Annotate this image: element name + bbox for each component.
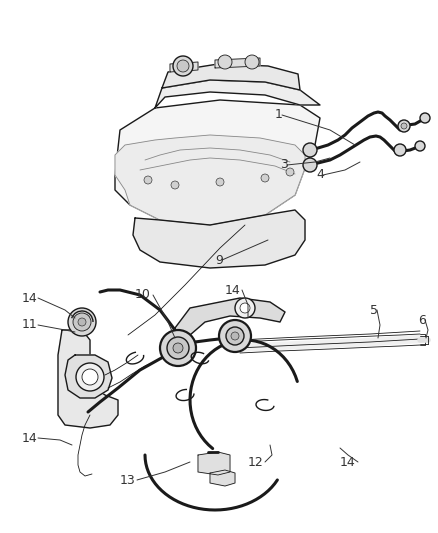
Circle shape [160, 330, 196, 366]
Circle shape [173, 343, 183, 353]
Circle shape [177, 60, 189, 72]
Text: 10: 10 [135, 288, 151, 302]
Text: 12: 12 [248, 456, 264, 469]
Circle shape [303, 158, 317, 172]
Circle shape [78, 318, 86, 326]
Text: 6: 6 [418, 313, 426, 327]
Text: 4: 4 [316, 168, 324, 182]
Polygon shape [215, 58, 260, 68]
Circle shape [144, 176, 152, 184]
Text: 14: 14 [22, 292, 38, 304]
Circle shape [171, 181, 179, 189]
Circle shape [394, 144, 406, 156]
Circle shape [226, 327, 244, 345]
Polygon shape [133, 210, 305, 268]
Text: 11: 11 [22, 319, 38, 332]
Circle shape [173, 56, 193, 76]
Circle shape [235, 298, 255, 318]
Circle shape [231, 332, 239, 340]
Text: 13: 13 [120, 473, 136, 487]
Polygon shape [175, 298, 285, 338]
Circle shape [73, 313, 91, 331]
Circle shape [76, 363, 104, 391]
Circle shape [82, 369, 98, 385]
Circle shape [218, 55, 232, 69]
Polygon shape [170, 62, 198, 72]
Text: 5: 5 [370, 303, 378, 317]
Circle shape [216, 178, 224, 186]
Text: 14: 14 [225, 284, 241, 296]
Text: 14: 14 [22, 432, 38, 445]
Circle shape [68, 308, 96, 336]
Circle shape [415, 141, 425, 151]
Circle shape [167, 337, 189, 359]
Circle shape [245, 55, 259, 69]
Polygon shape [115, 100, 320, 225]
Circle shape [219, 320, 251, 352]
Polygon shape [210, 470, 235, 486]
Polygon shape [115, 135, 305, 225]
Polygon shape [58, 330, 118, 428]
Circle shape [303, 143, 317, 157]
Circle shape [286, 168, 294, 176]
Circle shape [240, 303, 250, 313]
Polygon shape [198, 452, 230, 475]
Polygon shape [65, 355, 112, 398]
Polygon shape [162, 64, 300, 90]
Polygon shape [155, 80, 320, 108]
Text: 9: 9 [215, 254, 223, 266]
Circle shape [420, 113, 430, 123]
Text: 14: 14 [340, 456, 356, 469]
Circle shape [401, 123, 407, 129]
Circle shape [398, 120, 410, 132]
Text: 1: 1 [275, 109, 283, 122]
Text: 3: 3 [280, 158, 288, 172]
Circle shape [261, 174, 269, 182]
